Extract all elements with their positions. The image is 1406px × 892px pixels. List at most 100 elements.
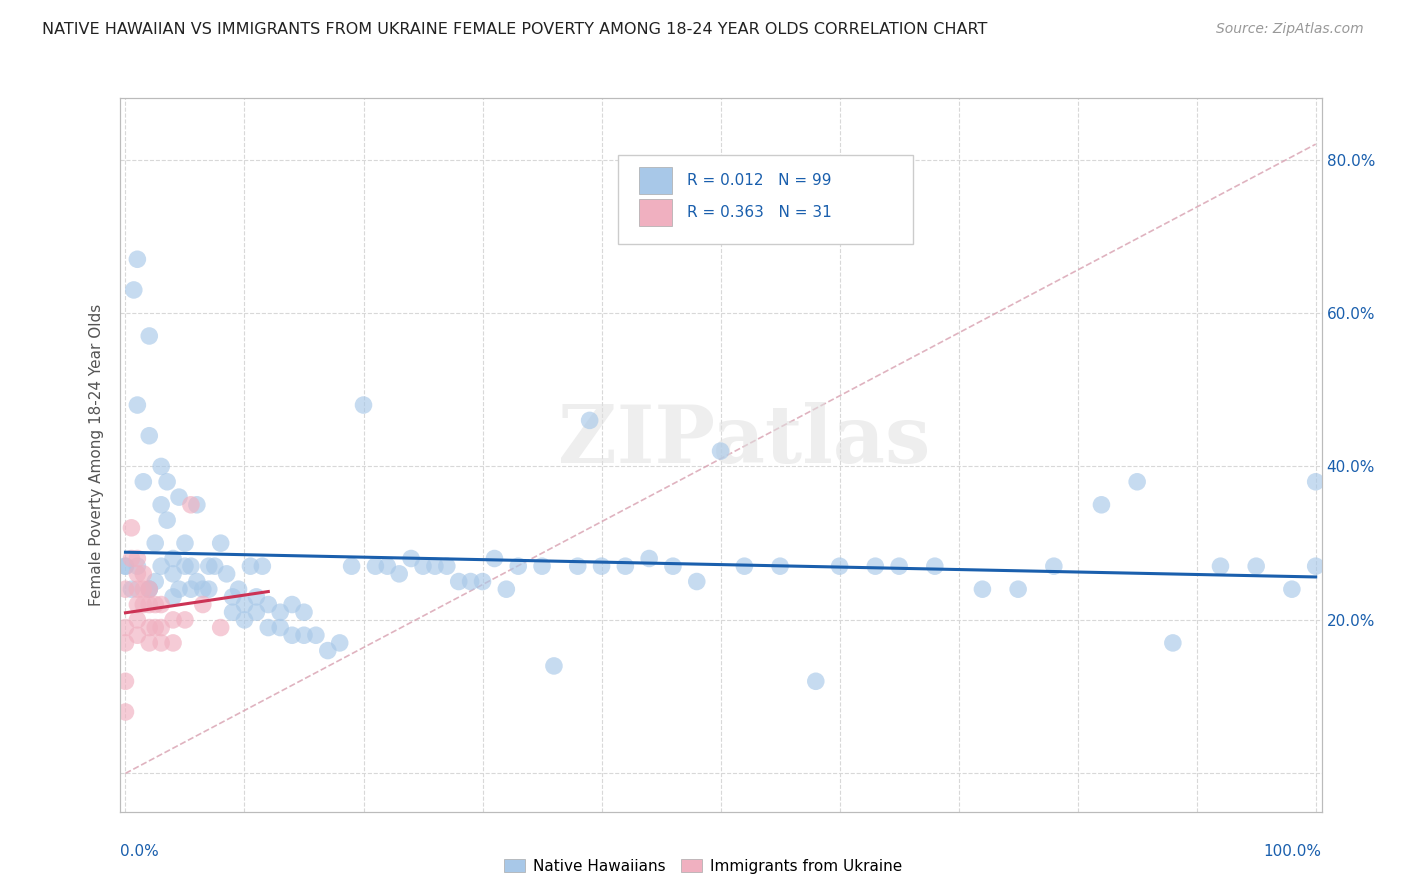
Point [162, 566, 184, 581]
Point [162, 613, 184, 627]
Point [495, 582, 517, 597]
Point [399, 551, 422, 566]
Point [143, 598, 166, 612]
Point [887, 559, 910, 574]
Point [233, 598, 256, 612]
Point [150, 498, 173, 512]
Point [710, 444, 733, 458]
Point [269, 605, 291, 619]
FancyBboxPatch shape [638, 199, 672, 226]
Point [162, 636, 184, 650]
Point [591, 559, 613, 574]
Text: R = 0.012   N = 99: R = 0.012 N = 99 [688, 173, 831, 187]
Point [197, 582, 219, 597]
Point [614, 559, 637, 574]
Point [143, 536, 166, 550]
Point [1126, 475, 1149, 489]
Point [114, 636, 136, 650]
Point [150, 459, 173, 474]
Point [127, 628, 149, 642]
Point [281, 628, 304, 642]
Point [138, 582, 160, 597]
Point [340, 559, 363, 574]
Point [127, 559, 149, 574]
Point [180, 498, 202, 512]
Point [162, 551, 184, 566]
Point [1305, 559, 1327, 574]
Legend: Native Hawaiians, Immigrants from Ukraine: Native Hawaiians, Immigrants from Ukrain… [498, 853, 908, 880]
Point [804, 674, 827, 689]
Point [114, 705, 136, 719]
FancyBboxPatch shape [619, 155, 912, 244]
Point [197, 559, 219, 574]
Point [1161, 636, 1184, 650]
Point [245, 590, 267, 604]
Point [531, 559, 554, 574]
Point [436, 559, 458, 574]
Point [484, 551, 506, 566]
Point [1244, 559, 1267, 574]
Point [180, 582, 202, 597]
Point [1281, 582, 1303, 597]
Text: NATIVE HAWAIIAN VS IMMIGRANTS FROM UKRAINE FEMALE POVERTY AMONG 18-24 YEAR OLDS : NATIVE HAWAIIAN VS IMMIGRANTS FROM UKRAI… [42, 22, 987, 37]
Text: Source: ZipAtlas.com: Source: ZipAtlas.com [1216, 22, 1364, 37]
Point [127, 252, 149, 267]
Point [388, 566, 411, 581]
Point [375, 559, 398, 574]
Point [122, 283, 145, 297]
Point [114, 674, 136, 689]
Point [167, 582, 190, 597]
Point [543, 659, 565, 673]
Point [423, 559, 446, 574]
Point [143, 621, 166, 635]
Point [924, 559, 946, 574]
Point [257, 621, 280, 635]
Point [269, 621, 291, 635]
Point [828, 559, 851, 574]
Point [132, 566, 155, 581]
Point [132, 582, 155, 597]
Point [662, 559, 685, 574]
Point [138, 582, 160, 597]
Point [127, 566, 149, 581]
Point [638, 551, 661, 566]
Point [239, 559, 262, 574]
Point [127, 551, 149, 566]
Point [120, 582, 142, 597]
Point [138, 636, 160, 650]
Point [567, 559, 589, 574]
Point [127, 598, 149, 612]
Point [508, 559, 530, 574]
Point [1090, 498, 1112, 512]
Point [209, 621, 232, 635]
Point [180, 559, 202, 574]
Point [138, 428, 160, 442]
Point [132, 475, 155, 489]
Point [174, 559, 197, 574]
Point [292, 628, 315, 642]
Point [143, 574, 166, 589]
Text: 100.0%: 100.0% [1264, 845, 1322, 859]
Point [329, 636, 352, 650]
Point [471, 574, 494, 589]
Point [460, 574, 482, 589]
Point [186, 574, 208, 589]
Point [132, 598, 155, 612]
Point [233, 613, 256, 627]
Point [447, 574, 470, 589]
Point [769, 559, 792, 574]
Point [114, 582, 136, 597]
Text: ZIPatlas: ZIPatlas [558, 401, 931, 480]
Point [1305, 475, 1327, 489]
Point [228, 582, 250, 597]
Point [686, 574, 709, 589]
Point [127, 613, 149, 627]
Point [150, 598, 173, 612]
Point [156, 513, 179, 527]
Point [156, 475, 179, 489]
Point [138, 621, 160, 635]
Point [114, 621, 136, 635]
Point [162, 590, 184, 604]
Point [305, 628, 328, 642]
Text: 0.0%: 0.0% [120, 845, 159, 859]
